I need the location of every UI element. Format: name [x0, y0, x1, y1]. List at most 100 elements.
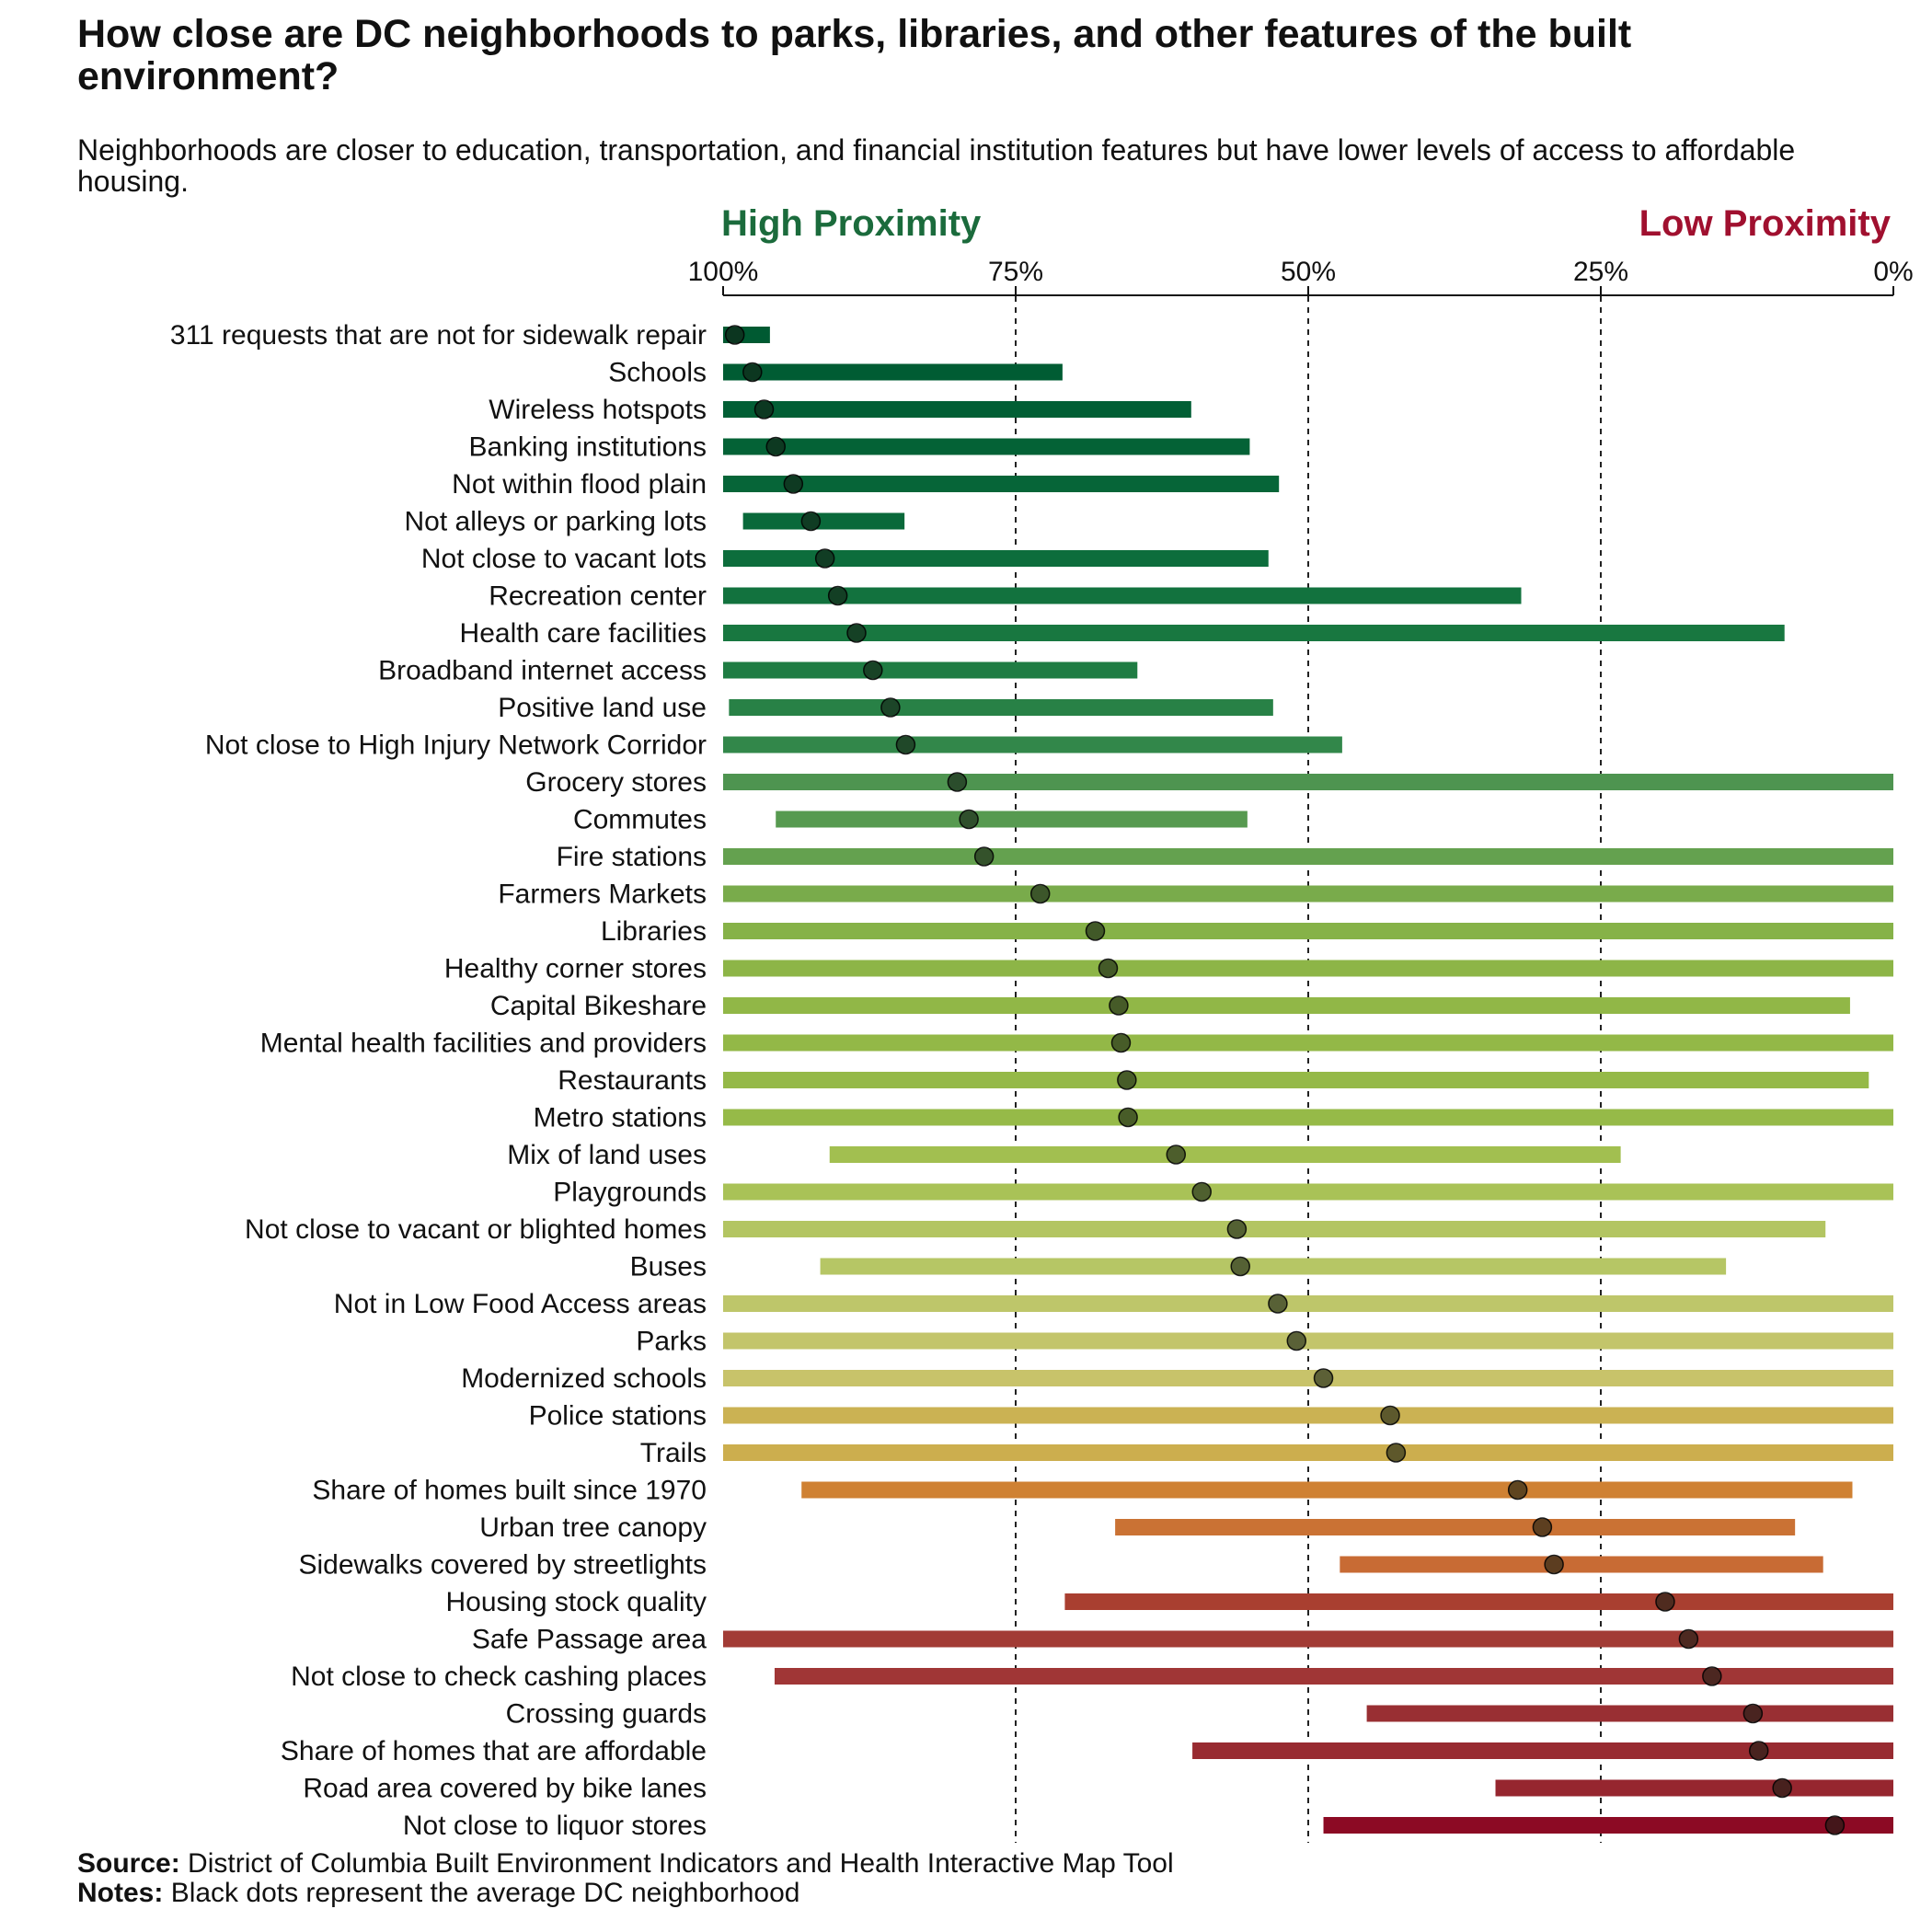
- average-dot: [947, 772, 968, 792]
- average-dot: [895, 734, 916, 755]
- average-dot: [1268, 1294, 1288, 1314]
- chart-row: Safe Passage area: [472, 1625, 1893, 1655]
- range-bar: [1340, 1556, 1823, 1573]
- range-bar: [1366, 1705, 1893, 1722]
- source-text: District of Columbia Built Environment I…: [188, 1848, 1174, 1879]
- average-dot: [846, 623, 867, 643]
- range-bar: [801, 1481, 1853, 1499]
- range-bar: [723, 1370, 1893, 1386]
- range-bar: [1192, 1742, 1893, 1759]
- average-dot: [1655, 1592, 1675, 1612]
- category-label: Not close to vacant lots: [421, 544, 707, 574]
- average-dot: [1286, 1330, 1307, 1351]
- chart-row: Playgrounds: [553, 1178, 1893, 1208]
- average-dot: [1029, 883, 1051, 904]
- average-dot: [880, 697, 901, 718]
- category-label: Restaurants: [558, 1065, 707, 1096]
- range-bar: [723, 1072, 1869, 1088]
- chart-rows: 311 requests that are not for sidewalk r…: [170, 320, 1893, 1841]
- chart-row: Wireless hotspots: [489, 395, 1191, 425]
- chart-row: Not within flood plain: [452, 469, 1280, 500]
- range-bar: [723, 1407, 1893, 1424]
- average-dot: [765, 436, 786, 457]
- average-dot: [1117, 1070, 1137, 1090]
- range-bar: [820, 1258, 1727, 1275]
- low-proximity-heading: Low Proximity: [1639, 203, 1892, 244]
- chart-row: Capital Bikeshare: [490, 991, 1850, 1021]
- average-dot: [1702, 1666, 1722, 1686]
- x-tick-label: 50%: [1281, 257, 1336, 287]
- chart-row: Share of homes built since 1970: [312, 1476, 1853, 1506]
- category-label: Not close to check cashing places: [291, 1662, 707, 1692]
- range-bar: [723, 401, 1191, 418]
- range-bar: [723, 1034, 1893, 1052]
- chart-row: Fire stations: [557, 842, 1893, 872]
- range-bar: [723, 625, 1785, 641]
- range-bar: [729, 699, 1273, 716]
- range-bar: [723, 587, 1522, 604]
- category-label: Housing stock quality: [446, 1587, 707, 1617]
- category-label: Not in Low Food Access areas: [334, 1289, 707, 1319]
- source-line: Source: District of Columbia Built Envir…: [77, 1849, 1174, 1879]
- chart-row: Buses: [630, 1252, 1727, 1282]
- chart-row: Recreation center: [489, 581, 1522, 612]
- chart-row: 311 requests that are not for sidewalk r…: [170, 320, 770, 351]
- chart-row: Housing stock quality: [446, 1587, 1893, 1617]
- range-bar: [723, 438, 1250, 455]
- average-dot: [959, 809, 979, 830]
- range-bar: [776, 811, 1248, 828]
- range-bar: [723, 848, 1893, 865]
- chart-row: Not close to vacant lots: [421, 544, 1269, 574]
- chart-row: Mix of land uses: [507, 1140, 1621, 1170]
- category-label: Libraries: [601, 916, 707, 947]
- category-label: Share of homes built since 1970: [312, 1476, 707, 1506]
- average-dot: [1544, 1554, 1564, 1575]
- average-dot: [1109, 995, 1129, 1016]
- average-dot: [1742, 1703, 1764, 1724]
- range-bar: [829, 1146, 1621, 1163]
- range-bar: [723, 661, 1138, 679]
- category-label: Mental health facilities and providers: [260, 1029, 707, 1059]
- category-label: Not alleys or parking lots: [405, 507, 707, 537]
- range-bar: [723, 1183, 1893, 1201]
- average-dot: [1085, 921, 1106, 941]
- range-bar: [723, 923, 1893, 939]
- category-label: 311 requests that are not for sidewalk r…: [170, 320, 707, 351]
- chart-row: Not alleys or parking lots: [405, 507, 905, 537]
- chart-subtitle: Neighborhoods are closer to education, t…: [77, 133, 1796, 198]
- category-label: Not close to liquor stores: [403, 1811, 707, 1841]
- average-dot: [827, 585, 848, 606]
- x-tick-label: 0%: [1873, 257, 1913, 287]
- category-label: Health care facilities: [460, 618, 707, 649]
- average-dot: [1098, 958, 1119, 979]
- average-dot: [1166, 1144, 1187, 1165]
- chart-title: How close are DC neighborhoods to parks,…: [77, 12, 1632, 98]
- category-label: Modernized schools: [461, 1363, 707, 1394]
- category-label: Sidewalks covered by streetlights: [298, 1550, 707, 1581]
- range-bar: [723, 550, 1269, 567]
- category-label: Wireless hotspots: [489, 395, 707, 425]
- category-label: Metro stations: [534, 1103, 707, 1133]
- range-bar: [723, 885, 1893, 903]
- chart-row: Not close to liquor stores: [403, 1811, 1893, 1841]
- category-label: Share of homes that are affordable: [281, 1736, 707, 1766]
- range-bar: [742, 512, 905, 530]
- category-label: Commutes: [573, 805, 707, 835]
- category-label: Buses: [630, 1252, 707, 1282]
- average-dot: [863, 660, 883, 681]
- average-dot: [783, 474, 804, 494]
- range-bar: [723, 960, 1893, 977]
- category-label: Not close to vacant or blighted homes: [245, 1214, 707, 1245]
- chart-row: Parks: [636, 1327, 1893, 1357]
- category-label: Parks: [636, 1327, 707, 1357]
- average-dot: [753, 399, 775, 420]
- category-label: Not close to High Injury Network Corrido…: [205, 730, 707, 761]
- range-bar: [1115, 1519, 1796, 1535]
- category-label: Broadband internet access: [378, 656, 707, 686]
- chart-row: Healthy corner stores: [444, 954, 1893, 984]
- category-label: Banking institutions: [469, 432, 707, 463]
- chart-row: Road area covered by bike lanes: [303, 1774, 1893, 1804]
- range-bar: [723, 1295, 1893, 1312]
- range-bar: [723, 736, 1342, 753]
